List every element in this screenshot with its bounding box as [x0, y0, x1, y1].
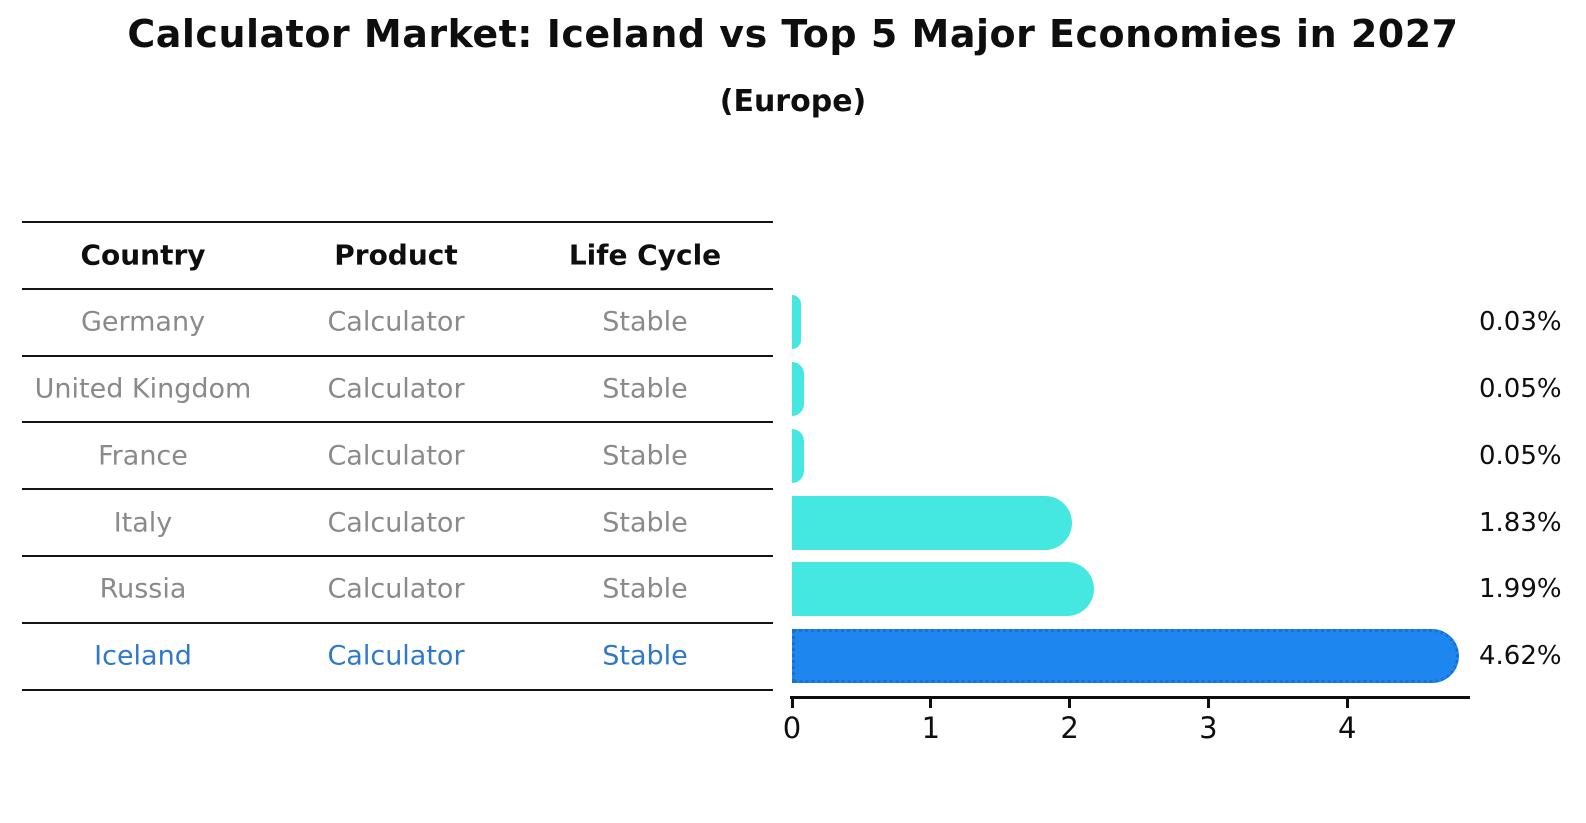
- cell-life-cycle-united-kingdom: Stable: [602, 373, 688, 405]
- bar-united-kingdom: [792, 362, 804, 416]
- bar-france: [792, 428, 804, 483]
- chart-title: Calculator Market: Iceland vs Top 5 Majo…: [127, 12, 1459, 56]
- bar-germany: [792, 295, 802, 350]
- cell-country-united-kingdom: United Kingdom: [34, 373, 252, 405]
- table-rule: [22, 488, 773, 491]
- cell-life-cycle-italy: Stable: [602, 507, 688, 539]
- column-header-country: Country: [80, 238, 206, 272]
- table-rule: [22, 354, 773, 357]
- cell-country-france: France: [98, 440, 188, 472]
- x-axis-tick: [1345, 698, 1349, 708]
- cell-life-cycle-russia: Stable: [602, 573, 688, 605]
- bar-russia: [792, 562, 1095, 617]
- cell-country-germany: Germany: [80, 306, 206, 338]
- cell-product-germany: Calculator: [327, 306, 465, 338]
- bar-value-label-france: 0.05%: [1479, 440, 1562, 471]
- bar-value-label-italy: 1.83%: [1479, 507, 1562, 538]
- column-header-life-cycle: Life Cycle: [568, 238, 722, 272]
- x-axis-tick-label: 3: [1199, 711, 1218, 745]
- cell-product-russia: Calculator: [327, 573, 465, 605]
- bar-iceland: [792, 629, 1460, 684]
- bar-value-label-russia: 1.99%: [1479, 574, 1562, 605]
- x-axis-tick: [929, 698, 933, 708]
- table-rule: [22, 221, 773, 223]
- cell-product-united-kingdom: Calculator: [327, 373, 465, 405]
- bar-value-label-germany: 0.03%: [1479, 307, 1562, 338]
- x-axis-line: [790, 696, 1470, 699]
- bar-value-label-iceland: 4.62%: [1479, 641, 1562, 672]
- table-rule: [22, 287, 773, 290]
- x-axis-tick: [1068, 698, 1072, 708]
- bar-italy: [792, 495, 1072, 550]
- cell-country-italy: Italy: [113, 507, 173, 539]
- cell-life-cycle-france: Stable: [602, 440, 688, 472]
- table-rule: [22, 555, 773, 557]
- x-axis-tick-label: 1: [921, 711, 941, 745]
- cell-life-cycle-iceland: Stable: [602, 640, 688, 672]
- table-rule: [22, 421, 773, 424]
- chart-subtitle: (Europe): [719, 84, 867, 119]
- cell-country-russia: Russia: [99, 573, 187, 605]
- table-rule: [22, 688, 773, 691]
- cell-product-iceland: Calculator: [327, 640, 465, 672]
- column-header-product: Product: [334, 238, 458, 272]
- x-axis-tick-label: 2: [1060, 711, 1079, 745]
- cell-product-italy: Calculator: [327, 507, 465, 539]
- x-axis-tick-label: 4: [1337, 711, 1357, 745]
- x-axis-tick-label: 0: [782, 711, 802, 745]
- x-axis-tick: [1206, 698, 1210, 708]
- table-rule: [22, 621, 773, 624]
- x-axis-tick: [790, 698, 794, 708]
- bar-value-label-united-kingdom: 0.05%: [1479, 374, 1562, 404]
- cell-country-iceland: Iceland: [94, 640, 192, 672]
- cell-life-cycle-germany: Stable: [602, 306, 688, 338]
- cell-product-france: Calculator: [327, 440, 465, 472]
